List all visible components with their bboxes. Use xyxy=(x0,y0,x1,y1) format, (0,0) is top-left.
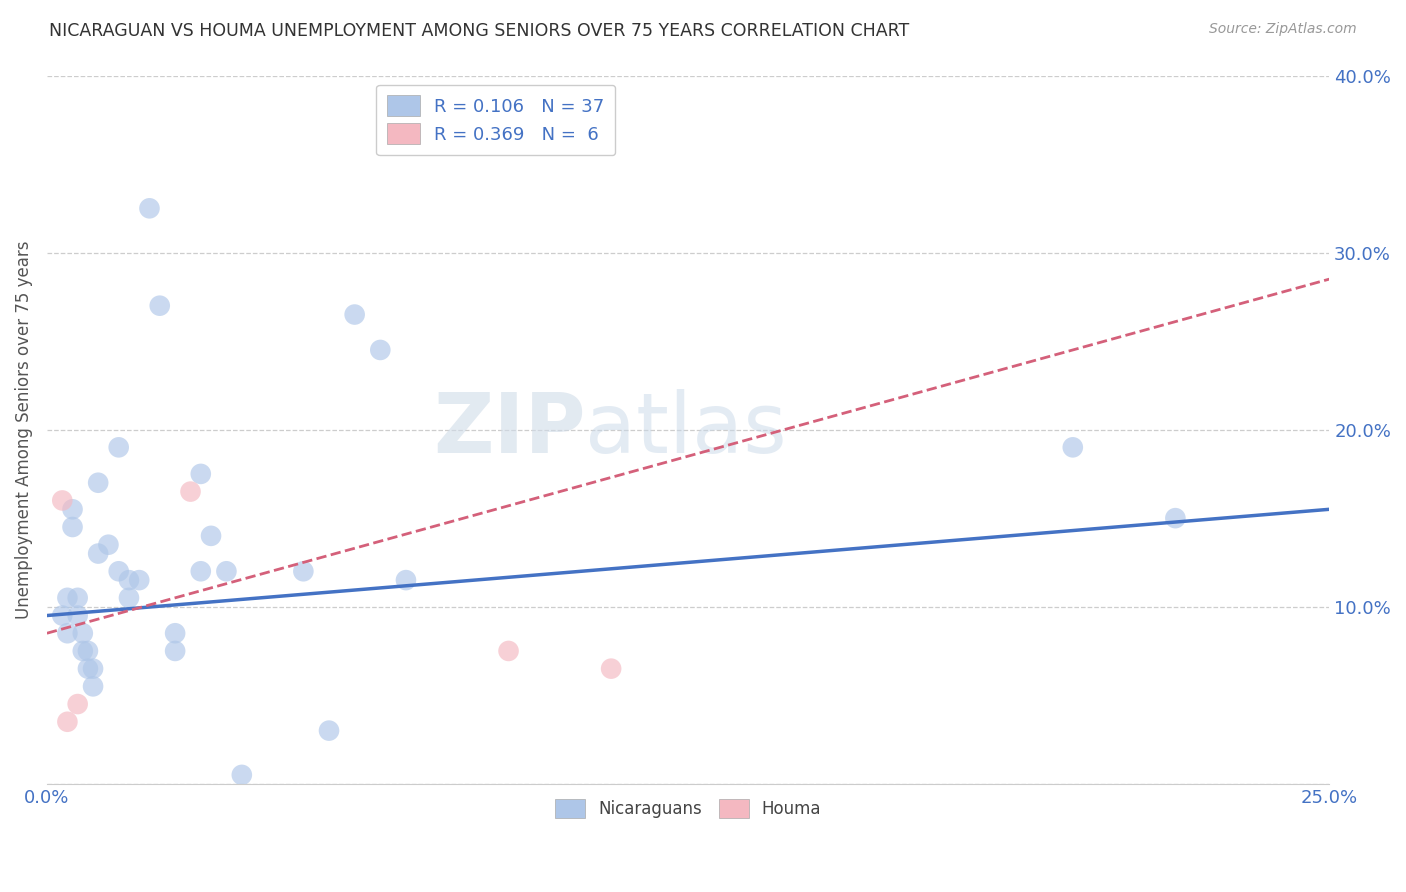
Point xyxy=(1062,440,1084,454)
Point xyxy=(165,644,187,658)
Point xyxy=(56,714,79,729)
Point xyxy=(498,644,520,658)
Point xyxy=(77,644,100,658)
Point xyxy=(138,202,160,216)
Point xyxy=(118,591,141,605)
Legend: Nicaraguans, Houma: Nicaraguans, Houma xyxy=(548,792,828,825)
Point xyxy=(190,564,212,578)
Point xyxy=(128,573,150,587)
Point xyxy=(180,484,202,499)
Point xyxy=(215,564,238,578)
Point xyxy=(149,299,172,313)
Text: NICARAGUAN VS HOUMA UNEMPLOYMENT AMONG SENIORS OVER 75 YEARS CORRELATION CHART: NICARAGUAN VS HOUMA UNEMPLOYMENT AMONG S… xyxy=(49,22,910,40)
Text: ZIP: ZIP xyxy=(433,389,585,470)
Point xyxy=(107,440,129,454)
Point xyxy=(395,573,418,587)
Point xyxy=(51,608,73,623)
Point xyxy=(56,591,79,605)
Point xyxy=(87,475,110,490)
Point xyxy=(56,626,79,640)
Point xyxy=(97,538,120,552)
Point xyxy=(318,723,340,738)
Point xyxy=(66,697,89,711)
Point xyxy=(231,768,253,782)
Point xyxy=(1164,511,1187,525)
Point xyxy=(51,493,73,508)
Point xyxy=(107,564,129,578)
Point xyxy=(368,343,391,357)
Point xyxy=(82,662,104,676)
Point xyxy=(118,573,141,587)
Point xyxy=(77,662,100,676)
Point xyxy=(343,308,366,322)
Point xyxy=(292,564,315,578)
Point xyxy=(87,547,110,561)
Text: Source: ZipAtlas.com: Source: ZipAtlas.com xyxy=(1209,22,1357,37)
Text: atlas: atlas xyxy=(585,389,787,470)
Y-axis label: Unemployment Among Seniors over 75 years: Unemployment Among Seniors over 75 years xyxy=(15,240,32,619)
Point xyxy=(72,626,94,640)
Point xyxy=(165,626,187,640)
Point xyxy=(62,502,84,516)
Point xyxy=(72,644,94,658)
Point xyxy=(62,520,84,534)
Point xyxy=(200,529,222,543)
Point xyxy=(600,662,623,676)
Point xyxy=(82,679,104,693)
Point xyxy=(66,608,89,623)
Point xyxy=(190,467,212,481)
Point xyxy=(66,591,89,605)
